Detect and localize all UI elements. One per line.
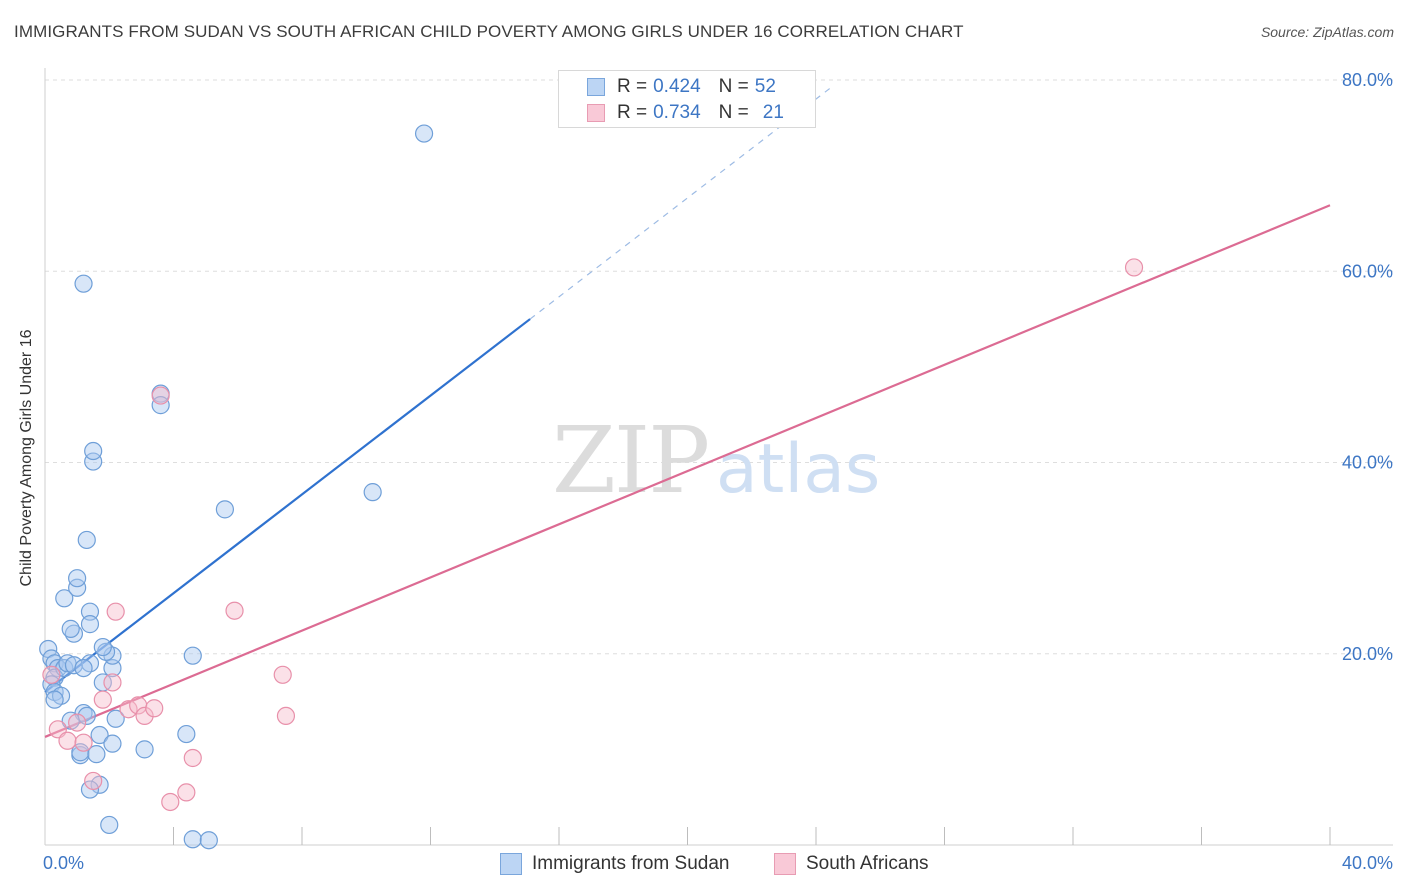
data-point-sudan xyxy=(93,637,112,657)
data-point-sudan xyxy=(183,830,202,849)
data-point-sudan xyxy=(84,441,103,461)
data-point-south-africans xyxy=(145,699,164,718)
data-point-sudan xyxy=(106,709,125,728)
data-point-south-africans xyxy=(68,713,87,732)
data-point-south-africans xyxy=(58,731,77,750)
n-label: N = xyxy=(718,102,749,123)
data-point-sudan xyxy=(61,711,80,730)
data-point-south-africans xyxy=(177,783,196,802)
data-point-sudan xyxy=(68,569,87,588)
axes xyxy=(44,68,1393,846)
trend-line-south-africans xyxy=(44,204,1331,738)
data-point-sudan xyxy=(103,734,122,753)
source-credit: Source: ZipAtlas.com xyxy=(1260,24,1394,40)
data-point-sudan xyxy=(71,743,90,762)
data-point-south-africans xyxy=(276,706,296,726)
r-label: R = xyxy=(617,102,648,123)
legend-swatch-sudan xyxy=(500,853,522,875)
data-point-sudan xyxy=(199,831,218,850)
data-point-south-africans xyxy=(103,673,122,692)
trend-line-sudan xyxy=(44,318,531,693)
r-value: 0.424 xyxy=(653,76,701,97)
legend-swatch-south-africans xyxy=(774,853,796,875)
data-point-south-africans xyxy=(225,601,244,620)
data-point-sudan xyxy=(183,646,202,665)
data-point-sudan xyxy=(84,452,103,471)
y-tick-label: 20.0% xyxy=(1342,644,1393,664)
data-point-sudan xyxy=(45,690,64,709)
data-point-sudan xyxy=(80,602,100,621)
data-point-sudan xyxy=(61,619,80,638)
y-tick-label: 60.0% xyxy=(1342,261,1393,281)
data-point-sudan xyxy=(414,124,434,143)
data-point-sudan xyxy=(103,658,122,678)
data-point-south-africans xyxy=(42,665,61,684)
data-point-south-africans xyxy=(151,386,170,405)
y-tick-label: 40.0% xyxy=(1342,453,1393,473)
correlation-legend: R = 0.424 N = 52 R = 0.734 N = 21 xyxy=(558,70,816,128)
tick-labels: 20.0% 40.0% 60.0% 80.0% 0.0% 40.0% xyxy=(43,70,1393,873)
data-point-sudan xyxy=(55,589,74,608)
data-point-sudan xyxy=(135,740,154,759)
watermark-atlas: atlas xyxy=(716,430,880,509)
legend-label-south-africans: South Africans xyxy=(806,853,929,874)
x-tick-label-max: 40.0% xyxy=(1342,853,1393,873)
legend-label-sudan: Immigrants from Sudan xyxy=(532,853,730,874)
data-point-sudan xyxy=(68,578,87,597)
data-point-south-africans xyxy=(74,733,93,752)
legend-swatch-sudan xyxy=(587,78,605,96)
n-label: N = xyxy=(718,76,749,97)
data-point-south-africans xyxy=(1124,258,1144,277)
y-tick-label: 80.0% xyxy=(1342,70,1393,90)
legend-item-south-africans: South Africans xyxy=(774,851,929,877)
data-points xyxy=(39,124,1144,850)
data-point-sudan xyxy=(215,500,234,519)
data-point-sudan xyxy=(177,724,196,744)
data-point-sudan xyxy=(90,725,109,745)
watermark: ZIP atlas xyxy=(552,407,880,514)
data-point-sudan xyxy=(74,274,93,293)
data-point-south-africans xyxy=(161,792,180,812)
legend-row-south-africans: R = 0.734 N = 21 xyxy=(587,101,784,125)
data-point-sudan xyxy=(74,658,93,678)
data-point-sudan xyxy=(363,483,382,502)
data-point-south-africans xyxy=(119,700,138,719)
data-point-sudan xyxy=(77,530,96,550)
data-point-sudan xyxy=(80,615,100,634)
n-value: 52 xyxy=(754,76,776,97)
n-value: 21 xyxy=(762,102,784,123)
data-point-sudan xyxy=(100,815,119,835)
data-point-south-africans xyxy=(273,665,292,684)
r-label: R = xyxy=(617,76,648,97)
data-point-south-africans xyxy=(183,748,202,768)
data-point-sudan xyxy=(151,396,170,415)
chart-title: IMMIGRANTS FROM SUDAN VS SOUTH AFRICAN C… xyxy=(14,22,964,41)
data-point-south-africans xyxy=(135,706,154,726)
data-point-south-africans xyxy=(106,602,125,621)
data-point-south-africans xyxy=(84,771,103,791)
gridlines xyxy=(45,79,1393,655)
legend-swatch-south-africans xyxy=(587,104,605,122)
data-point-sudan xyxy=(87,745,106,764)
legend-row-sudan: R = 0.424 N = 52 xyxy=(587,75,776,99)
data-point-south-africans xyxy=(93,690,112,709)
x-tick-label-min: 0.0% xyxy=(43,853,84,873)
legend-item-sudan: Immigrants from Sudan xyxy=(500,851,729,877)
watermark-zip: ZIP xyxy=(552,407,708,514)
r-value: 0.734 xyxy=(653,102,701,123)
